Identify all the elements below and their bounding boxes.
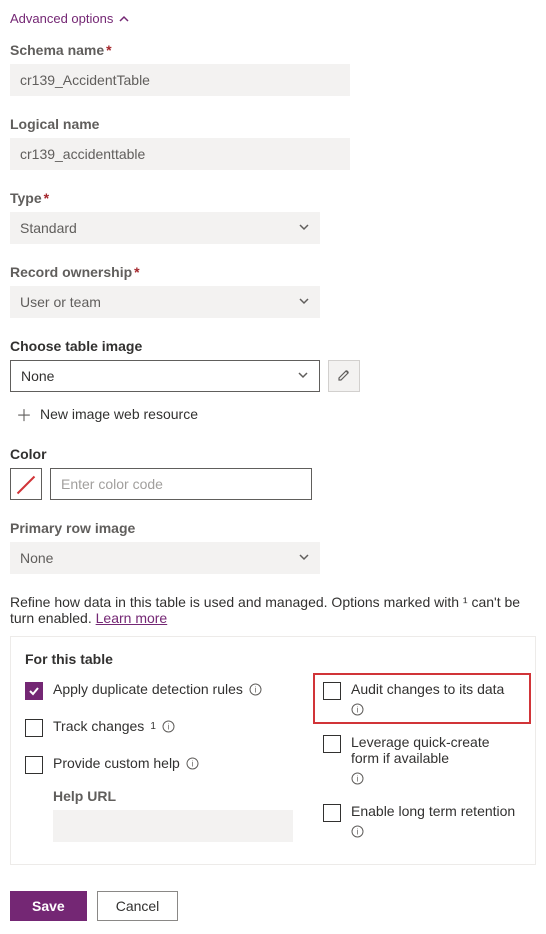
- custom-help-row: Provide custom help i: [25, 755, 293, 774]
- type-select: Standard: [10, 212, 320, 244]
- learn-more-link[interactable]: Learn more: [96, 610, 168, 626]
- schema-name-input: cr139_AccidentTable: [10, 64, 350, 96]
- help-url-input: [53, 810, 293, 842]
- svg-text:i: i: [167, 722, 169, 731]
- required-asterisk: *: [134, 264, 139, 280]
- logical-name-input: cr139_accidenttable: [10, 138, 350, 170]
- chevron-down-icon: [298, 550, 310, 566]
- chevron-up-icon: [118, 13, 130, 25]
- long-term-retention-checkbox[interactable]: [323, 804, 341, 822]
- type-field: Type* Standard: [10, 190, 536, 244]
- track-changes-checkbox[interactable]: [25, 719, 43, 737]
- table-image-label: Choose table image: [10, 338, 536, 354]
- svg-text:i: i: [357, 706, 359, 715]
- plus-icon: ＋: [16, 402, 32, 426]
- info-icon[interactable]: i: [249, 683, 262, 696]
- track-changes-row: Track changes 1 i: [25, 718, 293, 737]
- edit-image-button[interactable]: [328, 360, 360, 392]
- svg-text:i: i: [191, 759, 193, 768]
- schema-name-field: Schema name* cr139_AccidentTable: [10, 42, 536, 96]
- svg-text:i: i: [255, 685, 257, 694]
- long-term-retention-label: Enable long term retention: [351, 803, 515, 819]
- table-image-field: Choose table image None ＋ New image web …: [10, 338, 536, 426]
- color-field: Color: [10, 446, 536, 500]
- advanced-options-toggle[interactable]: Advanced options: [10, 11, 130, 26]
- quick-create-row: Leverage quick-create form if available …: [323, 734, 521, 785]
- audit-changes-highlight: Audit changes to its data i: [313, 673, 531, 724]
- info-icon[interactable]: i: [351, 772, 364, 785]
- schema-name-label: Schema name*: [10, 42, 536, 58]
- type-label: Type*: [10, 190, 536, 206]
- for-this-table-section: For this table Apply duplicate detection…: [10, 636, 536, 865]
- record-ownership-label: Record ownership*: [10, 264, 536, 280]
- duplicate-detection-row: Apply duplicate detection rules i: [25, 681, 293, 700]
- duplicate-detection-label: Apply duplicate detection rules: [53, 681, 243, 697]
- required-asterisk: *: [106, 42, 111, 58]
- help-url-block: Help URL: [53, 788, 293, 842]
- advanced-options-label: Advanced options: [10, 11, 113, 26]
- primary-row-image-label: Primary row image: [10, 520, 536, 536]
- audit-changes-row: Audit changes to its data i: [323, 681, 521, 716]
- custom-help-label: Provide custom help: [53, 755, 180, 771]
- superscript-one: 1: [150, 721, 156, 732]
- svg-text:i: i: [357, 828, 359, 837]
- primary-row-image-field: Primary row image None: [10, 520, 536, 574]
- color-swatch-none-icon[interactable]: [10, 468, 42, 500]
- primary-row-image-select: None: [10, 542, 320, 574]
- button-row: Save Cancel: [10, 891, 536, 921]
- info-icon[interactable]: i: [351, 703, 364, 716]
- help-url-label: Help URL: [53, 788, 293, 804]
- record-ownership-field: Record ownership* User or team: [10, 264, 536, 318]
- cancel-button[interactable]: Cancel: [97, 891, 179, 921]
- refine-description: Refine how data in this table is used an…: [10, 594, 536, 626]
- for-table-left-column: Apply duplicate detection rules i Track …: [25, 681, 293, 842]
- info-icon[interactable]: i: [186, 757, 199, 770]
- chevron-down-icon: [298, 220, 310, 236]
- for-this-table-title: For this table: [25, 651, 521, 667]
- logical-name-label: Logical name: [10, 116, 536, 132]
- table-image-select[interactable]: None: [10, 360, 320, 392]
- color-label: Color: [10, 446, 536, 462]
- chevron-down-icon: [298, 294, 310, 310]
- quick-create-label: Leverage quick-create form if available: [351, 734, 521, 766]
- duplicate-detection-checkbox[interactable]: [25, 682, 43, 700]
- required-asterisk: *: [44, 190, 49, 206]
- quick-create-checkbox[interactable]: [323, 735, 341, 753]
- long-term-retention-row: Enable long term retention i: [323, 803, 521, 838]
- chevron-down-icon: [297, 368, 309, 384]
- record-ownership-select: User or team: [10, 286, 320, 318]
- save-button[interactable]: Save: [10, 891, 87, 921]
- for-table-right-column: Audit changes to its data i Leverage qui…: [323, 681, 521, 842]
- svg-text:i: i: [357, 775, 359, 784]
- color-code-input[interactable]: [50, 468, 312, 500]
- pencil-icon: [337, 368, 351, 385]
- info-icon[interactable]: i: [162, 720, 175, 733]
- info-icon[interactable]: i: [351, 825, 364, 838]
- logical-name-field: Logical name cr139_accidenttable: [10, 116, 536, 170]
- audit-changes-checkbox[interactable]: [323, 682, 341, 700]
- custom-help-checkbox[interactable]: [25, 756, 43, 774]
- audit-changes-label: Audit changes to its data: [351, 681, 504, 697]
- track-changes-label: Track changes: [53, 718, 144, 734]
- new-image-web-resource-link[interactable]: ＋ New image web resource: [16, 402, 198, 426]
